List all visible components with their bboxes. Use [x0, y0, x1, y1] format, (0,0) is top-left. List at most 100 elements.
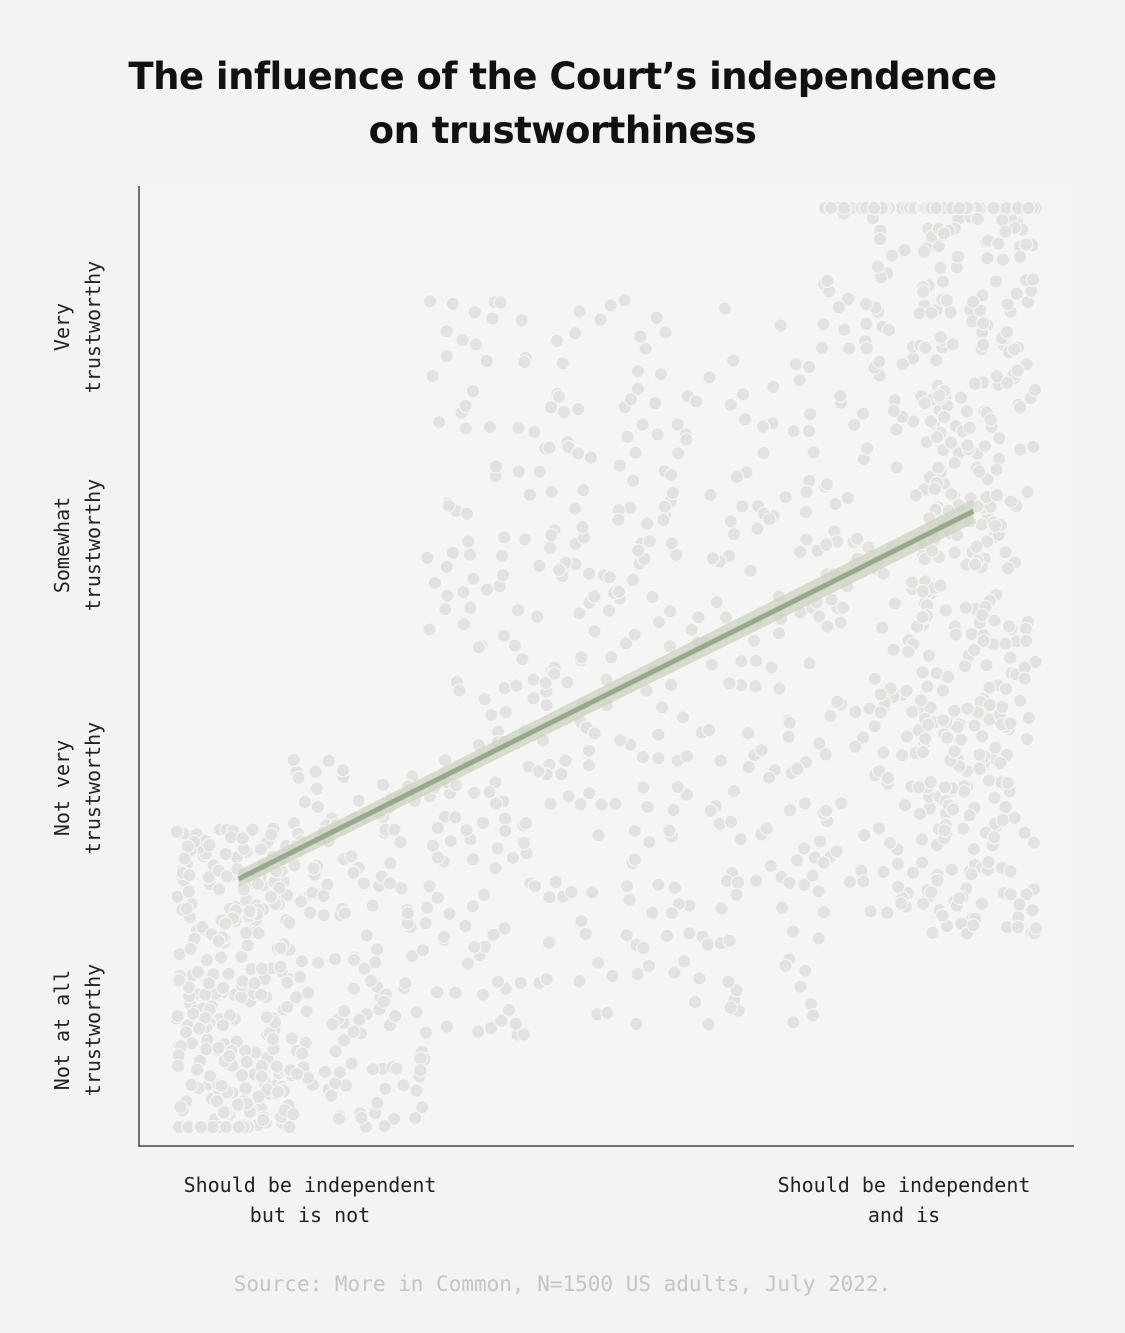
data-point	[871, 821, 887, 836]
data-point	[805, 1008, 821, 1023]
data-point	[713, 753, 728, 768]
data-point	[622, 892, 637, 908]
data-point	[430, 890, 445, 906]
data-point	[425, 368, 440, 384]
data-point	[935, 908, 950, 923]
data-point	[811, 609, 827, 624]
data-point	[664, 905, 680, 921]
data-point	[734, 654, 749, 669]
data-point	[222, 1008, 238, 1023]
data-point	[812, 834, 828, 849]
trend-layer	[237, 499, 975, 888]
data-point	[578, 926, 593, 942]
data-point	[797, 877, 812, 893]
data-point	[377, 1118, 392, 1134]
data-point	[467, 305, 483, 320]
data-point	[605, 968, 620, 984]
data-point	[641, 958, 657, 974]
data-point	[700, 937, 716, 952]
data-point	[1021, 200, 1036, 216]
data-point	[935, 683, 951, 698]
data-point	[418, 916, 433, 931]
data-point	[648, 395, 663, 411]
data-point	[581, 758, 597, 773]
data-point	[726, 526, 742, 542]
data-point	[913, 693, 929, 708]
data-point	[234, 1068, 250, 1083]
data-point	[539, 971, 555, 987]
data-point	[482, 419, 498, 435]
data-point	[799, 532, 814, 547]
data-point	[679, 432, 694, 447]
data-point	[514, 312, 529, 328]
data-point	[688, 394, 704, 409]
data-point	[245, 822, 260, 837]
data-point	[471, 640, 487, 655]
data-point	[855, 730, 871, 745]
data-point	[294, 954, 309, 969]
data-point	[574, 913, 589, 929]
data-point	[662, 604, 678, 619]
data-point	[748, 653, 764, 668]
data-point	[859, 316, 874, 332]
data-point	[363, 973, 379, 989]
data-point	[923, 413, 939, 429]
data-point	[816, 317, 831, 332]
data-point	[397, 976, 413, 991]
data-point	[505, 850, 521, 866]
data-point	[986, 200, 1001, 216]
data-point	[778, 490, 793, 505]
data-point	[1021, 710, 1037, 726]
data-point	[642, 534, 658, 549]
data-point	[551, 562, 567, 578]
data-point	[945, 802, 961, 817]
data-point	[911, 780, 927, 795]
data-point	[370, 1095, 385, 1111]
data-point	[953, 732, 969, 747]
data-point	[798, 963, 813, 979]
data-point	[238, 1081, 253, 1096]
data-point	[682, 926, 697, 941]
data-point	[664, 536, 680, 551]
data-point	[270, 1084, 286, 1100]
data-point	[995, 812, 1010, 828]
data-point	[321, 753, 336, 769]
data-point	[180, 839, 195, 854]
data-point	[992, 430, 1007, 446]
data-point	[170, 1058, 186, 1074]
data-point	[897, 243, 912, 258]
data-point	[438, 602, 453, 617]
data-point	[386, 1111, 402, 1127]
data-point	[591, 828, 606, 843]
data-point	[531, 764, 546, 779]
data-point	[255, 1112, 271, 1128]
data-point	[527, 878, 543, 894]
data-point	[889, 460, 904, 475]
data-point	[1017, 825, 1032, 840]
data-point	[995, 252, 1011, 267]
data-point	[640, 516, 655, 531]
data-point	[1010, 919, 1026, 935]
y-label-not-at-all-line-2: trustworthy	[81, 963, 105, 1097]
data-point	[651, 750, 666, 766]
data-point	[923, 774, 938, 790]
data-point	[933, 260, 948, 275]
data-point	[667, 880, 683, 895]
data-point	[975, 729, 990, 744]
source-note: Source: More in Common, N=1500 US adults…	[233, 1272, 892, 1296]
data-point	[573, 797, 588, 812]
data-point	[816, 904, 832, 920]
data-point	[975, 315, 991, 331]
data-point	[182, 867, 197, 883]
data-point	[812, 736, 827, 751]
data-point	[730, 875, 746, 890]
data-point	[221, 966, 236, 982]
data-point	[265, 1032, 281, 1047]
data-point	[666, 802, 681, 818]
x-label-independent-but-not: Should be independent but is not	[130, 1170, 490, 1230]
data-point	[415, 1100, 430, 1115]
data-point	[497, 680, 512, 696]
chart-title-line-1: The influence of the Court’s independenc…	[128, 55, 997, 98]
data-point	[465, 899, 481, 914]
data-point	[850, 531, 865, 547]
